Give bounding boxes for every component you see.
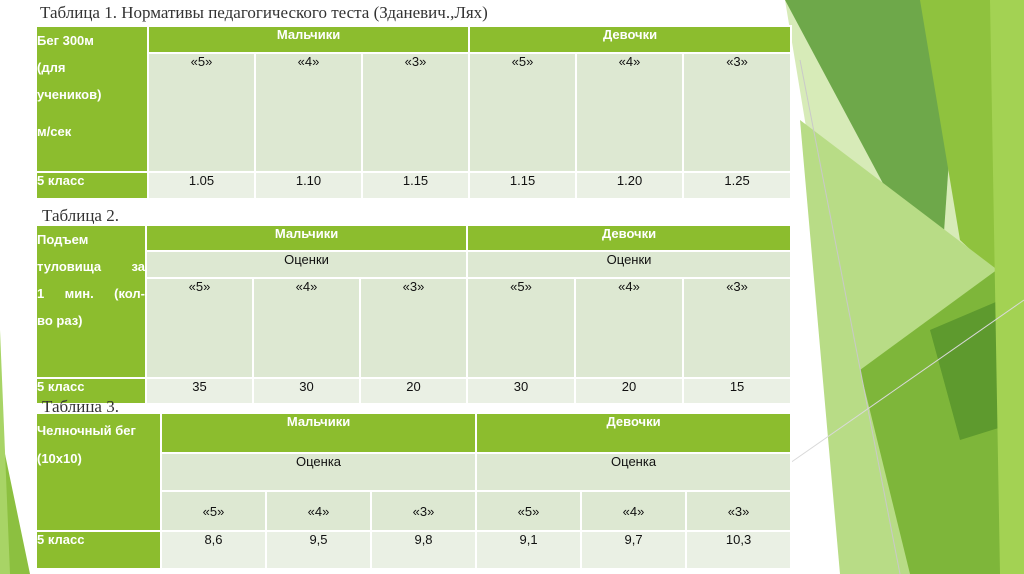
table1-side-line: (для (37, 60, 66, 75)
table2-value: 20 (574, 377, 685, 405)
table1-value: 1.25 (682, 171, 793, 200)
table1-grade: «5» (468, 52, 578, 173)
table2-boys-grades-label: Оценки (144, 250, 469, 279)
table3-grade: «4» (265, 490, 372, 532)
table1-value: 1.20 (575, 171, 685, 200)
table2-grade: «5» (145, 277, 254, 379)
table1-side-header: Бег 300м (для учеников) м/сек (35, 25, 149, 173)
table3-girls-grades-label: Оценка (475, 452, 793, 492)
table3-grade: «5» (160, 490, 267, 532)
table3-grade: «3» (685, 490, 793, 532)
table1-side-line: учеников) (37, 87, 102, 102)
table2-side-line: во раз) (37, 313, 83, 328)
table2-grade: «3» (358, 277, 469, 379)
table3-grade: «3» (369, 490, 478, 532)
table2-caption: Таблица 2. (42, 206, 119, 225)
table1-boys-header: Мальчики (146, 25, 471, 54)
table2-grade: «4» (574, 277, 685, 379)
table3-value: 10,3 (685, 530, 793, 570)
table2-side-line: туловища за (37, 259, 145, 274)
table2-boys-header: Мальчики (144, 224, 469, 252)
table1-grade: «5» (147, 52, 256, 173)
table1-girls-header: Девочки (468, 25, 793, 54)
table1-grade: «4» (254, 52, 363, 173)
table2-grade: «5» (466, 277, 577, 379)
table2-value: 30 (252, 377, 361, 405)
table2-value: 30 (466, 377, 577, 405)
table3-side-line: Челночный бег (37, 423, 136, 438)
table3-boys-grades-label: Оценка (159, 452, 478, 492)
table3-row-label: 5 класс (35, 530, 162, 570)
table2-row-label: 5 класс (35, 377, 147, 405)
table1-grade: «3» (360, 52, 471, 173)
table2-side-line: 1 мин. (кол- (37, 286, 145, 301)
table2-value: 20 (358, 377, 469, 405)
table3-value: 9,8 (369, 530, 478, 570)
table2-girls-header: Девочки (466, 224, 793, 252)
table3-grade: «5» (475, 490, 583, 532)
table1-row-label: 5 класс (35, 171, 149, 200)
table3-value: 9,5 (265, 530, 372, 570)
table3-value: 9,1 (475, 530, 583, 570)
table1-caption: Таблица 1. Нормативы педагогического тес… (40, 3, 488, 22)
table3: Челночный бег (10х10) Мальчики Девочки О… (35, 412, 793, 570)
table3-girls-header: Девочки (475, 412, 793, 454)
table2-side-header: Подъем туловища за 1 мин. (кол- во раз) (35, 224, 147, 379)
table1: Бег 300м (для учеников) м/сек Мальчики Д… (35, 25, 793, 200)
table1-value: 1.15 (468, 171, 578, 200)
table3-value: 9,7 (580, 530, 688, 570)
table3-caption: Таблица 3. (42, 397, 119, 416)
table1-value: 1.10 (254, 171, 363, 200)
table3-grade: «4» (580, 490, 688, 532)
table1-side-line: Бег 300м (37, 33, 94, 48)
table1-grade: «3» (682, 52, 793, 173)
table3-boys-header: Мальчики (159, 412, 478, 454)
table2-grade: «4» (252, 277, 361, 379)
table3-side-header: Челночный бег (10х10) (35, 412, 162, 532)
table3-side-line: (10х10) (37, 451, 82, 466)
table2-value: 35 (145, 377, 254, 405)
table3-value: 8,6 (160, 530, 267, 570)
table2-side-line: Подъем (37, 232, 89, 247)
table2: Подъем туловища за 1 мин. (кол- во раз) … (35, 224, 793, 405)
table1-value: 1.15 (360, 171, 471, 200)
table2-girls-grades-label: Оценки (466, 250, 793, 279)
table2-grade: «3» (682, 277, 793, 379)
table1-grade: «4» (575, 52, 685, 173)
table1-side-line: м/сек (37, 124, 72, 139)
table2-value: 15 (682, 377, 793, 405)
table1-value: 1.05 (147, 171, 256, 200)
